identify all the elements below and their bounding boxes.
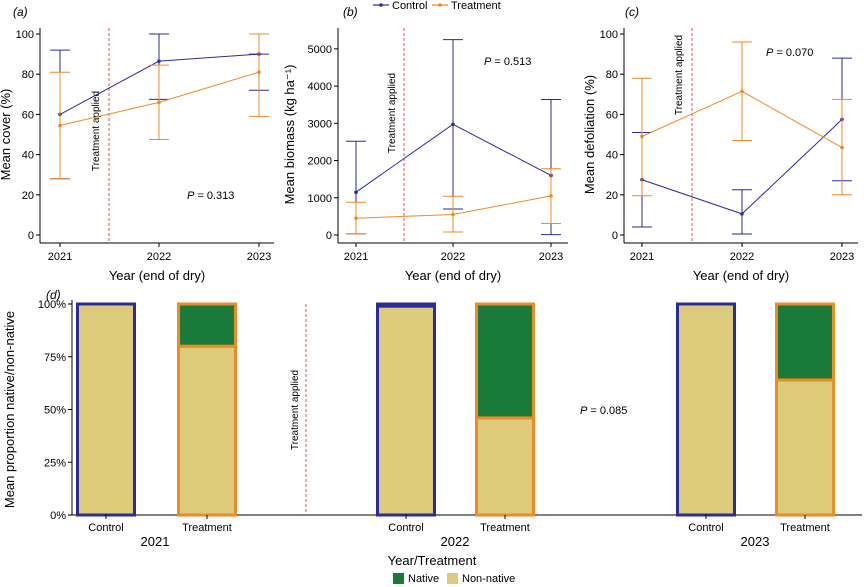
treatment-applied-label: Treatment applied — [290, 370, 301, 450]
x-axis-label: Year (end of dry) — [109, 268, 205, 283]
y-tick-label: 75% — [44, 352, 66, 364]
x-axis-label: Year (end of dry) — [405, 268, 501, 283]
y-tick-label: 3000 — [308, 118, 332, 130]
x-tick-label: Control — [688, 522, 723, 534]
p-value-label: P = 0.085 — [580, 405, 627, 417]
panel-d-proportion: (d) 0% 25% 50% 75% 100% Mean proportion native… — [2, 288, 862, 568]
y-tick-label: 100 — [600, 29, 618, 41]
data-point-treatment — [354, 216, 358, 221]
y-axis-label: Mean proportion native/non-native — [2, 311, 17, 508]
legend-non-native-swatch — [447, 573, 458, 584]
y-tick-label: 60 — [606, 109, 618, 121]
y-tick-label: 80 — [606, 69, 618, 81]
bar-non-native-control-2023 — [676, 302, 736, 517]
bar-native-treatment-2023 — [775, 302, 835, 382]
y-tick-label: 4000 — [308, 81, 332, 93]
y-tick-label: 0% — [50, 510, 66, 522]
panel-c-defoliation: (c) 0 20 40 60 80 100 2021 2022 2023 Year (end of … — [582, 5, 858, 283]
y-tick-label: 2000 — [308, 156, 332, 168]
x-tick-label: 2021 — [630, 251, 654, 263]
bar-non-native-treatment-2023 — [775, 378, 835, 517]
y-tick-label: 5000 — [308, 44, 332, 56]
y-tick-label: 0 — [612, 230, 618, 242]
y-tick-label: 80 — [22, 69, 34, 81]
y-tick-label: 0 — [326, 230, 332, 242]
bar-native-treatment-2022 — [475, 302, 535, 420]
x-axis-label: Year/Treatment — [388, 553, 477, 568]
data-point-treatment — [549, 194, 553, 198]
y-axis-label: Mean cover (%) — [0, 89, 13, 181]
y-tick-label: 25% — [44, 457, 66, 469]
x-tick-label: 2023 — [830, 251, 854, 263]
legend-bottom: Native Non-native — [393, 573, 515, 585]
y-tick-label: 20 — [606, 190, 618, 202]
data-point-treatment — [640, 134, 644, 139]
y-tick-label: 100 — [16, 29, 34, 41]
panel-label: (b) — [343, 5, 358, 19]
legend-treatment-dot — [438, 3, 442, 7]
p-value-label: P = 0.313 — [187, 190, 234, 202]
legend-treatment-label: Treatment — [451, 0, 501, 12]
y-tick-label: 20 — [22, 190, 34, 202]
x-tick-label: 2023 — [539, 251, 563, 263]
p-value-label: P = 0.070 — [766, 47, 813, 59]
group-label: 2021 — [141, 534, 170, 549]
bar-non-native-treatment-2021 — [177, 344, 237, 517]
x-tick-label: Control — [388, 522, 423, 534]
y-tick-label: 40 — [606, 150, 618, 162]
panel-label: (c) — [625, 5, 639, 19]
bar-non-native-control-2021 — [76, 302, 136, 517]
data-point-treatment — [157, 100, 161, 105]
data-point-treatment — [58, 123, 62, 128]
bar-native-treatment-2021 — [177, 302, 237, 348]
data-point-control — [354, 190, 358, 194]
x-tick-label: Treatment — [480, 522, 530, 534]
data-point-treatment — [740, 89, 744, 94]
y-axis-label: Mean biomass (kg ha⁻¹) — [282, 65, 297, 205]
legend-native-swatch — [393, 573, 404, 584]
y-tick-label: 0 — [28, 230, 34, 242]
group-label: 2022 — [441, 534, 470, 549]
data-point-control — [157, 59, 161, 63]
data-point-treatment — [451, 212, 455, 217]
x-tick-label: 2021 — [344, 251, 368, 263]
panel-b-biomass: (b) 0 1000 2000 3000 4000 5000 2021 2022 2023 Year… — [282, 5, 568, 283]
y-tick-label: 40 — [22, 150, 34, 162]
legend-control-label: Control — [392, 0, 427, 12]
x-tick-label: 2021 — [48, 251, 72, 263]
data-point-treatment — [840, 145, 844, 150]
data-point-treatment — [257, 70, 261, 74]
x-tick-label: Treatment — [780, 522, 830, 534]
group-label: 2023 — [741, 534, 770, 549]
x-tick-label: Control — [88, 522, 123, 534]
legend-native-label: Native — [408, 573, 439, 585]
y-tick-label: 1000 — [308, 193, 332, 205]
x-tick-label: 2022 — [730, 251, 754, 263]
data-point-control — [451, 122, 455, 127]
legend-non-native-label: Non-native — [462, 573, 515, 585]
x-tick-label: 2022 — [441, 251, 465, 263]
panel-a-cover: (a) 0 20 40 60 80 100 2021 2022 2023 Year (end of … — [0, 5, 274, 283]
y-tick-label: 50% — [44, 405, 66, 417]
y-axis-label: Mean defoliation (%) — [582, 75, 597, 194]
x-tick-label: 2022 — [147, 251, 171, 263]
bar-non-native-treatment-2022 — [475, 416, 535, 517]
data-point-control — [740, 212, 744, 216]
treatment-applied-label: Treatment applied — [91, 91, 102, 171]
x-tick-label: Treatment — [182, 522, 232, 534]
treatment-applied-label: Treatment applied — [674, 35, 685, 115]
y-tick-label: 100% — [38, 299, 66, 311]
bar-native-control-2022 — [376, 302, 436, 308]
legend-control-dot — [379, 3, 383, 7]
bar-non-native-control-2022 — [376, 304, 436, 517]
x-tick-label: 2023 — [247, 251, 271, 263]
x-axis-label: Year (end of dry) — [693, 268, 789, 283]
panel-label: (a) — [13, 5, 28, 19]
treatment-applied-label: Treatment applied — [387, 73, 398, 153]
panel-label: (d) — [46, 288, 61, 302]
y-tick-label: 60 — [22, 109, 34, 121]
p-value-label: P = 0.513 — [484, 56, 531, 68]
legend-top: Control Treatment — [373, 0, 501, 12]
